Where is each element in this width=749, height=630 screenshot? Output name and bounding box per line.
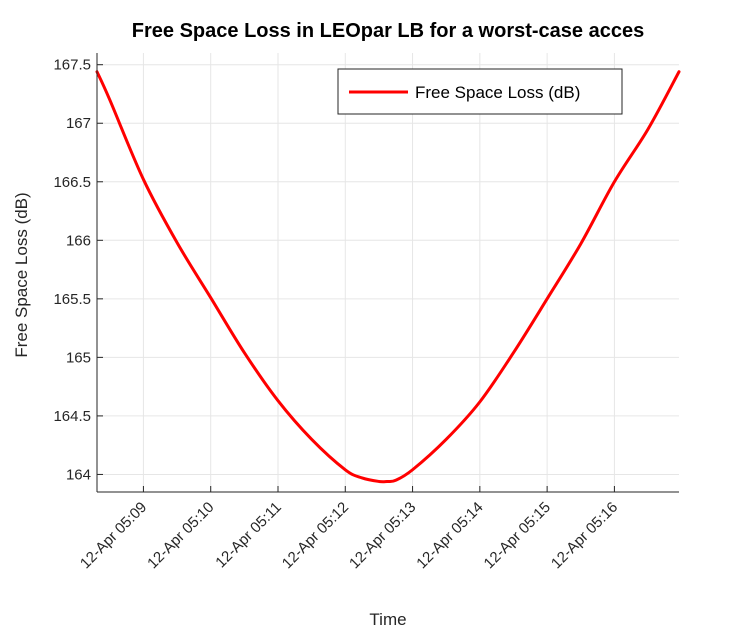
y-tick-label: 167 [66,115,91,132]
series-line-free-space-loss [95,70,681,484]
axes [96,53,679,493]
y-tick-label: 164 [66,466,91,483]
y-tick-label: 166.5 [53,174,91,191]
legend: Free Space Loss (dB) [337,68,623,115]
series-layer [95,70,681,484]
chart-title: Free Space Loss in LEOpar LB for a worst… [132,20,644,42]
plot-area [97,53,679,492]
y-axis-ticks: 164 164.5 165 165.5 166 166.5 167 167.5 [53,57,103,483]
grid-lines [97,53,679,492]
y-tick-label: 167.5 [53,57,91,74]
plot-background [97,53,679,492]
x-axis-title: Time [369,610,406,629]
y-tick-label: 165 [66,349,91,366]
y-tick-label: 164.5 [53,408,91,425]
y-tick-label: 165.5 [53,291,91,308]
y-tick-label: 166 [66,232,91,249]
legend-entry-label: Free Space Loss (dB) [415,83,580,102]
y-axis-title: Free Space Loss (dB) [12,192,31,357]
